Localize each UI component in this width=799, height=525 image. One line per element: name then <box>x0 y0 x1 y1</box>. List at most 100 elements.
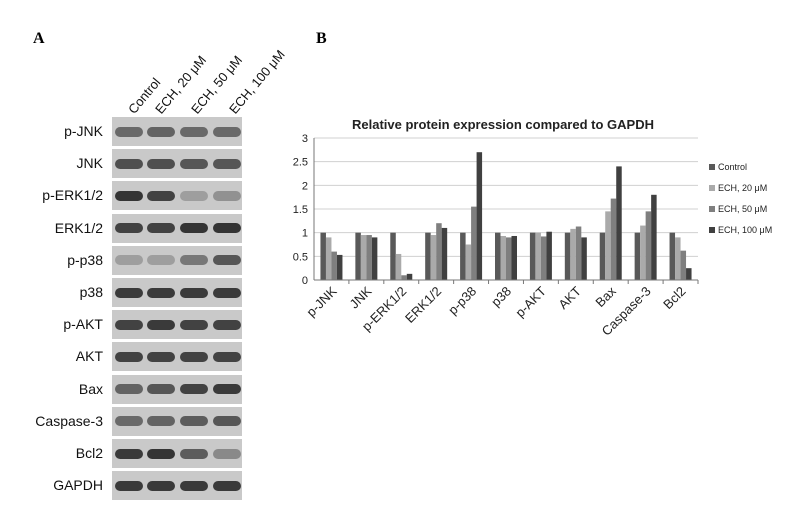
bar <box>465 244 472 280</box>
x-tick-label: Bax <box>592 283 619 310</box>
x-tick-label: AKT <box>555 283 584 312</box>
bar <box>675 237 681 280</box>
blot-label: p-p38 <box>67 251 103 268</box>
bar <box>616 166 622 280</box>
blot-band <box>213 416 241 427</box>
bar <box>645 211 652 280</box>
blot-band <box>147 190 175 201</box>
y-tick-label: 2.5 <box>293 157 308 169</box>
blot-strip <box>112 471 242 501</box>
y-axis-ticks: 0 0.5 1 1.5 2 2.5 3 <box>293 133 308 287</box>
bar <box>575 226 582 280</box>
legend-label: ECH, 20 μM <box>718 183 767 193</box>
legend-swatch <box>709 227 715 233</box>
x-tick-label: p38 <box>488 284 514 310</box>
blot-strip <box>112 439 242 468</box>
bar <box>570 228 576 280</box>
blot-band <box>180 190 208 201</box>
bar <box>605 211 611 280</box>
y-tick-label: 0 <box>302 275 308 287</box>
blot-band <box>213 287 241 298</box>
bar <box>640 225 646 280</box>
blot-label: GAPDH <box>53 477 103 494</box>
bar <box>325 237 332 280</box>
blot-band <box>213 448 241 459</box>
bars <box>320 152 692 280</box>
blot-band <box>180 384 208 395</box>
blot-band <box>213 319 241 330</box>
legend-label: Control <box>718 162 747 172</box>
blot-band <box>147 223 175 234</box>
x-tick-label: ERK1/2 <box>402 284 444 326</box>
blot-band <box>180 351 208 362</box>
blot-band <box>180 255 208 266</box>
bar <box>634 232 641 280</box>
blot-strip <box>112 406 242 436</box>
bar <box>680 250 687 280</box>
blot-band <box>147 351 175 362</box>
blot-label: AKT <box>75 348 103 365</box>
bar <box>476 152 483 280</box>
bar <box>669 232 676 280</box>
blot-label: Caspase-3 <box>35 412 103 429</box>
legend-swatch <box>709 164 715 170</box>
blot-strip <box>112 342 242 372</box>
blot-band <box>180 223 208 234</box>
blot-band <box>180 126 208 137</box>
bar <box>320 232 326 280</box>
blot-label: Bcl2 <box>75 445 103 461</box>
bar <box>471 206 477 280</box>
bar <box>390 232 396 280</box>
bar <box>495 232 501 280</box>
blot-band <box>213 158 241 169</box>
bar <box>535 232 541 280</box>
panel-a-letter: A <box>33 30 45 47</box>
bar <box>441 227 448 280</box>
blot-band <box>213 255 241 266</box>
blot-strip <box>112 278 242 307</box>
x-tick-label: p-JNK <box>303 283 339 319</box>
blot-strip <box>112 213 242 243</box>
x-tick-label: JNK <box>347 283 375 311</box>
blot-label: JNK <box>76 155 103 172</box>
y-tick-label: 1.5 <box>293 204 308 216</box>
x-tick-label: p-p38 <box>445 284 479 318</box>
legend-swatch <box>709 206 715 212</box>
blot-band <box>213 480 241 491</box>
bar <box>581 237 587 280</box>
blot-band <box>180 158 208 169</box>
blot-band <box>180 319 208 330</box>
bar <box>506 237 512 280</box>
blot-band <box>147 448 175 459</box>
blot-band <box>213 351 241 362</box>
bar <box>401 275 407 280</box>
blot-strip <box>112 117 242 146</box>
blot-strip <box>112 149 242 179</box>
western-blot-panel: A Control ECH, 20 μM ECH, 50 μM ECH, 100 μM… <box>0 0 300 525</box>
blot-band <box>213 384 241 395</box>
y-tick-label: 2 <box>302 180 308 192</box>
blot-band <box>180 287 208 298</box>
bar <box>430 235 437 280</box>
bar <box>651 194 657 280</box>
chart-title: Relative protein expression compared to … <box>352 117 654 132</box>
blot-band <box>213 190 241 201</box>
bar-chart-panel: B Relative protein expression compared t… <box>290 20 799 380</box>
panel-b-letter: B <box>316 30 327 47</box>
blot-label: p-JNK <box>64 123 103 139</box>
bar <box>529 232 536 280</box>
blot-band <box>147 480 175 491</box>
bar <box>500 235 506 280</box>
blot-label: p-ERK1/2 <box>42 187 103 204</box>
bar <box>336 254 343 280</box>
y-tick-label: 3 <box>302 133 308 145</box>
bar <box>436 223 442 280</box>
bar <box>331 251 337 280</box>
blot-strip <box>112 374 242 404</box>
bar <box>425 232 431 280</box>
blot-band <box>115 287 143 298</box>
blot-strip <box>112 310 242 340</box>
blot-label: ERK1/2 <box>54 219 103 236</box>
legend-label: ECH, 50 μM <box>718 204 767 214</box>
